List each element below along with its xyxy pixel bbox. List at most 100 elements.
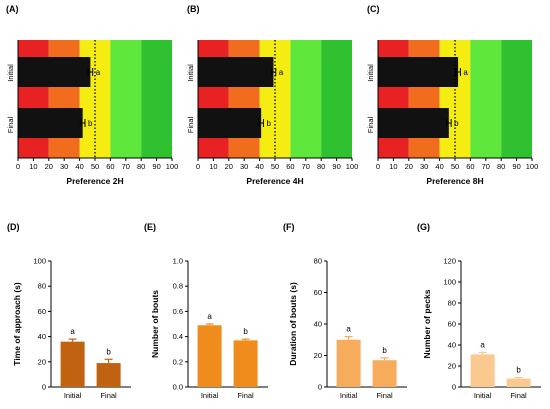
preference-zone <box>290 40 322 158</box>
x-tick-label: 0 <box>196 162 200 171</box>
x-tick-label: 20 <box>405 162 413 171</box>
x-category-label: Final <box>237 391 254 400</box>
x-tick-label: 60 <box>286 162 294 171</box>
significance-letter: a <box>96 68 101 77</box>
significance-letter: b <box>106 347 111 356</box>
x-category-label: Initial <box>64 391 82 400</box>
x-tick-label: 60 <box>466 162 474 171</box>
panel-label: (E) <box>144 222 156 232</box>
y-tick-label: 0.2 <box>173 357 183 366</box>
x-tick-label: 70 <box>122 162 130 171</box>
significance-letter: a <box>346 325 351 334</box>
y-tick-label: 20 <box>448 362 456 371</box>
y-tick-label: 40 <box>38 332 46 341</box>
x-tick-label: 80 <box>137 162 145 171</box>
x-tick-label: 40 <box>75 162 83 171</box>
category-label: Initial <box>186 64 195 82</box>
significance-letter: b <box>382 346 387 355</box>
panel-label: (C) <box>367 4 380 14</box>
x-category-label: Final <box>376 391 393 400</box>
y-tick-label: 80 <box>448 299 456 308</box>
x-tick-label: 0 <box>16 162 20 171</box>
significance-letter: a <box>70 327 75 336</box>
y-tick-label: 60 <box>38 307 46 316</box>
preference-zone <box>321 40 352 158</box>
x-category-label: Initial <box>474 391 492 400</box>
bar <box>378 57 459 87</box>
x-tick-label: 90 <box>512 162 520 171</box>
x-tick-label: 90 <box>332 162 340 171</box>
x-tick-label: 30 <box>60 162 68 171</box>
y-tick-label: 0 <box>452 383 456 392</box>
x-tick-label: 50 <box>451 162 459 171</box>
y-tick-label: 0.6 <box>173 307 183 316</box>
x-tick-label: 40 <box>435 162 443 171</box>
y-axis-title: Number of pecks <box>422 289 432 358</box>
category-label: Final <box>186 117 195 134</box>
x-tick-label: 40 <box>255 162 263 171</box>
y-tick-label: 100 <box>33 257 46 266</box>
bar <box>378 108 449 138</box>
y-tick-label: 80 <box>38 282 46 291</box>
bar <box>470 354 495 387</box>
y-tick-label: 120 <box>443 257 456 266</box>
x-category-label: Final <box>510 391 527 400</box>
x-axis-title: Preference 4H <box>246 176 303 186</box>
panel-label: (G) <box>417 222 430 232</box>
x-axis-title: Preference 8H <box>426 176 483 186</box>
y-tick-label: 1.0 <box>173 257 183 266</box>
x-tick-label: 80 <box>497 162 505 171</box>
significance-letter: a <box>463 68 468 77</box>
x-tick-label: 10 <box>389 162 397 171</box>
y-tick-label: 0 <box>318 383 322 392</box>
significance-letter: b <box>454 119 459 128</box>
x-tick-label: 30 <box>420 162 428 171</box>
y-tick-label: 40 <box>314 320 322 329</box>
panel-label: (D) <box>7 222 20 232</box>
significance-letter: b <box>243 327 248 336</box>
x-category-label: Initial <box>340 391 358 400</box>
y-tick-label: 60 <box>448 320 456 329</box>
y-axis-title: Duration of bouts (s) <box>288 282 298 366</box>
x-tick-label: 50 <box>271 162 279 171</box>
y-tick-label: 80 <box>314 257 322 266</box>
x-axis-title: Preference 2H <box>66 176 123 186</box>
x-tick-label: 100 <box>346 162 359 171</box>
x-tick-label: 100 <box>166 162 179 171</box>
significance-letter: a <box>207 312 212 321</box>
x-tick-label: 10 <box>209 162 217 171</box>
preference-zone <box>470 40 502 158</box>
x-tick-label: 90 <box>152 162 160 171</box>
bar <box>197 325 222 387</box>
x-category-label: Initial <box>201 391 219 400</box>
panel-label: (A) <box>6 4 19 14</box>
y-tick-label: 40 <box>448 341 456 350</box>
bar <box>233 340 258 387</box>
bar <box>336 339 361 387</box>
preference-zone <box>110 40 142 158</box>
y-tick-label: 60 <box>314 288 322 297</box>
y-tick-label: 100 <box>443 278 456 287</box>
bar <box>506 378 531 387</box>
x-tick-label: 100 <box>526 162 539 171</box>
x-tick-label: 70 <box>302 162 310 171</box>
x-tick-label: 50 <box>91 162 99 171</box>
panel-label: (B) <box>187 4 200 14</box>
y-tick-label: 0.0 <box>173 383 183 392</box>
preference-zone <box>501 40 532 158</box>
y-tick-label: 0 <box>42 383 46 392</box>
x-tick-label: 60 <box>106 162 114 171</box>
category-label: Initial <box>6 64 15 82</box>
y-axis-title: Time of approach (s) <box>12 282 22 366</box>
y-tick-label: 20 <box>38 357 46 366</box>
significance-letter: a <box>480 340 485 349</box>
x-category-label: Final <box>100 391 117 400</box>
significance-letter: b <box>266 119 271 128</box>
bar <box>198 57 274 87</box>
x-tick-label: 0 <box>376 162 380 171</box>
x-tick-label: 80 <box>317 162 325 171</box>
significance-letter: b <box>88 119 93 128</box>
x-tick-label: 10 <box>29 162 37 171</box>
bar <box>18 57 91 87</box>
